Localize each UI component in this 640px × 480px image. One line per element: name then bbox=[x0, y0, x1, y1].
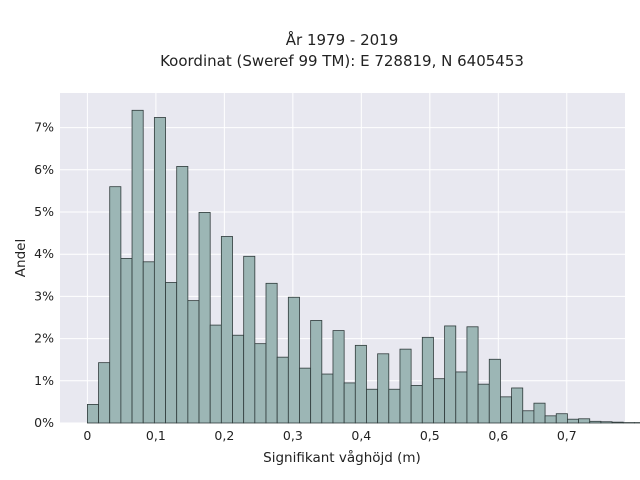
histogram-bar bbox=[109, 186, 122, 424]
y-tick-label: 4% bbox=[34, 246, 54, 261]
histogram-bar bbox=[611, 421, 624, 424]
histogram-bar bbox=[165, 282, 178, 424]
histogram-bar bbox=[466, 326, 479, 424]
histogram-bar bbox=[421, 336, 434, 424]
x-tick-label: 0,4 bbox=[351, 428, 371, 443]
histogram-bar bbox=[578, 418, 591, 424]
x-tick-label: 0,1 bbox=[146, 428, 166, 443]
histogram-bar bbox=[220, 236, 233, 424]
y-tick-label: 7% bbox=[34, 120, 54, 135]
histogram-bars bbox=[86, 109, 640, 424]
y-tick-label: 2% bbox=[34, 331, 54, 346]
histogram-bar bbox=[455, 371, 468, 424]
x-tick-label: 0,7 bbox=[557, 428, 577, 443]
histogram-bar bbox=[544, 415, 557, 424]
histogram-bar bbox=[500, 396, 512, 424]
histogram-bar bbox=[477, 383, 490, 424]
x-axis-ticks: 0 0,1 0,2 0,3 0,4 0,5 0,6 0,7 bbox=[83, 428, 576, 443]
chart-title-line2: Koordinat (Sweref 99 TM): E 728819, N 64… bbox=[160, 52, 524, 70]
histogram-bar bbox=[187, 300, 200, 424]
histogram-bar bbox=[366, 388, 379, 424]
chart-title-line1: År 1979 - 2019 bbox=[286, 30, 399, 49]
x-tick-label: 0,3 bbox=[283, 428, 303, 443]
x-tick-label: 0,5 bbox=[420, 428, 440, 443]
histogram-bar bbox=[488, 358, 501, 424]
histogram-bar bbox=[332, 330, 345, 424]
x-tick-label: 0,2 bbox=[214, 428, 234, 443]
histogram-bar bbox=[209, 324, 222, 424]
histogram-bar bbox=[120, 258, 133, 424]
histogram-bar bbox=[388, 388, 401, 424]
y-tick-label: 1% bbox=[34, 373, 54, 388]
histogram-bar bbox=[433, 378, 446, 424]
histogram-bar bbox=[153, 117, 166, 424]
histogram-bar bbox=[321, 373, 334, 424]
histogram-bar bbox=[533, 402, 546, 424]
x-axis-label: Signifikant våghöjd (m) bbox=[263, 449, 421, 466]
histogram-bar bbox=[299, 367, 312, 424]
histogram-bar bbox=[567, 418, 579, 424]
histogram-bar bbox=[310, 320, 323, 424]
y-tick-label: 5% bbox=[34, 204, 54, 219]
histogram-bar bbox=[444, 325, 457, 424]
histogram-bar bbox=[198, 212, 211, 424]
y-tick-label: 3% bbox=[34, 288, 54, 303]
y-tick-label: 6% bbox=[34, 162, 54, 177]
y-axis-label: Andel bbox=[13, 239, 29, 277]
histogram-bar bbox=[377, 353, 390, 424]
histogram-bar bbox=[555, 413, 568, 424]
x-tick-label: 0,6 bbox=[488, 428, 508, 443]
histogram-bar bbox=[287, 296, 300, 424]
histogram-bar bbox=[142, 261, 155, 424]
histogram-bar bbox=[98, 362, 111, 424]
histogram-bar bbox=[176, 166, 189, 424]
x-tick-label: 0 bbox=[83, 428, 91, 443]
histogram-bar bbox=[343, 382, 356, 424]
histogram-bar bbox=[410, 385, 423, 424]
histogram-bar bbox=[522, 410, 535, 424]
histogram-bar bbox=[276, 356, 289, 424]
y-tick-label: 0% bbox=[34, 415, 54, 430]
histogram-bar bbox=[232, 334, 245, 424]
histogram-bar bbox=[243, 255, 256, 424]
histogram-bar bbox=[354, 344, 367, 424]
histogram-bar bbox=[399, 348, 412, 424]
histogram-bar bbox=[589, 420, 602, 424]
histogram-bar bbox=[511, 387, 524, 424]
histogram-bar bbox=[86, 404, 99, 424]
histogram-bar bbox=[254, 343, 267, 424]
histogram-bar bbox=[265, 282, 278, 424]
y-axis-ticks: 0% 1% 2% 3% 4% 5% 6% 7% bbox=[34, 120, 54, 430]
histogram-bar bbox=[600, 421, 613, 424]
histogram-bar bbox=[131, 109, 144, 424]
